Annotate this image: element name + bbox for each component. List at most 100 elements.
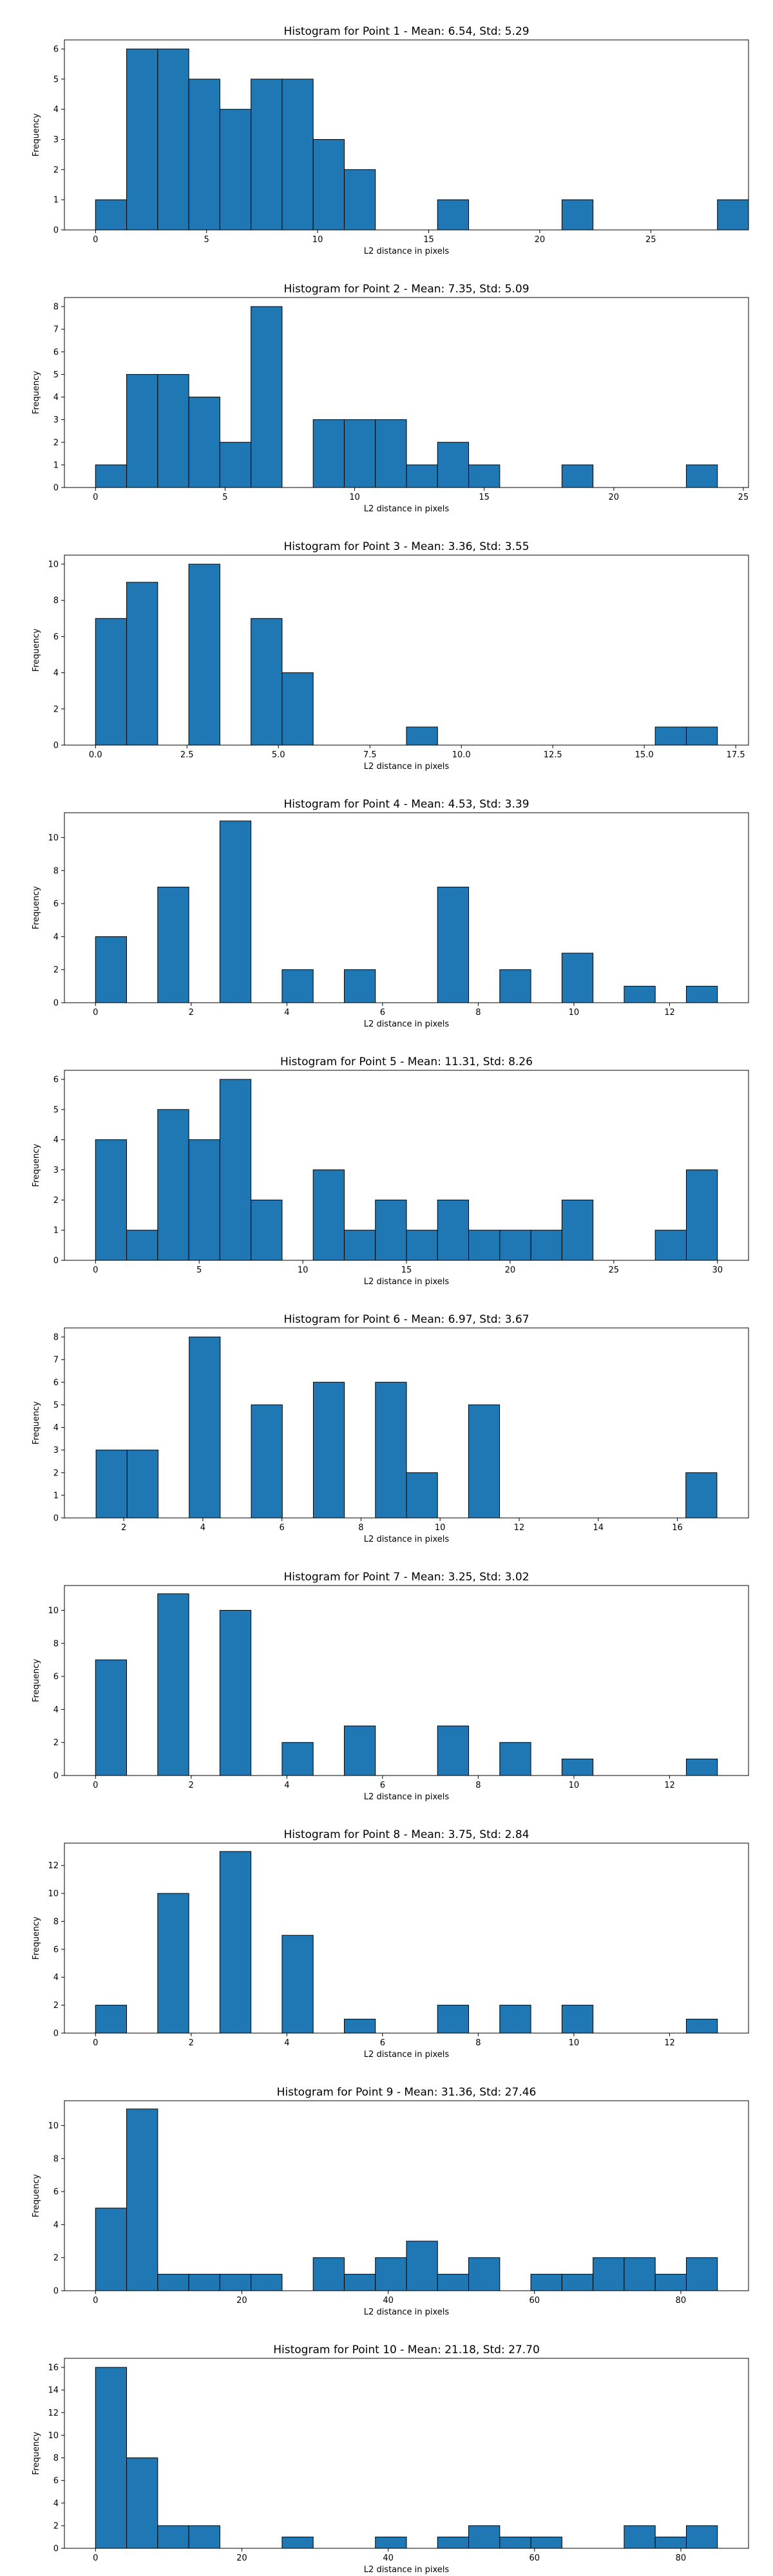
x-axis-label: L2 distance in pixels <box>364 2307 450 2317</box>
histogram-bar <box>251 1199 283 1261</box>
histogram-bar <box>188 2273 220 2291</box>
axes-frame <box>64 2358 749 2549</box>
x-axis-label: L2 distance in pixels <box>364 762 450 772</box>
x-tick-label: 4 <box>284 2038 289 2048</box>
histogram-bar <box>468 1229 501 1261</box>
histogram-bar <box>282 2536 314 2549</box>
y-tick-label: 6 <box>53 1945 59 1955</box>
histogram-bar <box>95 464 128 488</box>
y-tick-label: 4 <box>53 105 59 115</box>
x-tick-label: 0 <box>93 2038 98 2048</box>
axes-frame <box>64 2100 749 2291</box>
y-tick-label: 2 <box>53 1196 59 1206</box>
y-tick-label: 4 <box>53 1423 59 1433</box>
y-tick-label: 0 <box>53 1772 59 1781</box>
histogram-bar <box>312 419 345 488</box>
x-tick-label: 16 <box>672 1523 683 1533</box>
histogram-bar <box>685 2257 718 2291</box>
histogram-bar <box>406 1229 438 1261</box>
y-tick-label: 5 <box>53 370 59 380</box>
y-axis-label: Frequency <box>32 2174 41 2217</box>
x-tick-label: 0 <box>93 1781 98 1790</box>
y-tick-label: 14 <box>48 2386 59 2396</box>
histogram-bar <box>499 969 531 1003</box>
histogram-bar <box>624 2525 656 2549</box>
histogram-bar <box>188 79 220 231</box>
histogram-bar <box>406 726 438 746</box>
x-tick-label: 4 <box>284 1008 289 1018</box>
y-axis-label: Frequency <box>32 1401 41 1444</box>
y-tick-label: 6 <box>53 1075 59 1085</box>
y-tick-label: 6 <box>53 45 59 55</box>
histogram-bar <box>126 2108 158 2291</box>
histogram-bar <box>157 2525 189 2549</box>
y-tick-label: 0 <box>53 484 59 493</box>
histogram-bar <box>157 2273 189 2291</box>
x-tick-label: 8 <box>358 1523 363 1533</box>
x-axis-label: L2 distance in pixels <box>364 2050 450 2060</box>
y-tick-label: 4 <box>53 933 59 942</box>
x-tick-label: 2 <box>189 2038 194 2048</box>
histogram-bar <box>282 672 314 746</box>
histogram-bar <box>624 2257 656 2291</box>
histogram-bar <box>343 1229 376 1261</box>
histogram-bar <box>685 1758 718 1776</box>
y-tick-label: 7 <box>53 325 59 335</box>
histogram-bar <box>561 464 594 488</box>
x-tick-label: 10 <box>298 1265 309 1275</box>
histogram-bar <box>126 48 158 231</box>
histogram-bar <box>126 2458 158 2549</box>
x-tick-label: 12 <box>664 2038 675 2048</box>
histogram-bar <box>343 419 376 488</box>
histogram-bar <box>312 1170 345 1261</box>
y-tick-label: 4 <box>53 1705 59 1715</box>
histogram-bar <box>468 464 501 488</box>
x-tick-label: 10 <box>569 1008 580 1018</box>
x-tick-label: 0 <box>93 1265 98 1275</box>
histogram-bar <box>126 374 158 488</box>
x-tick-label: 6 <box>279 1523 284 1533</box>
histogram-bar <box>654 726 687 746</box>
y-tick-label: 2 <box>53 965 59 975</box>
x-tick-label: 8 <box>475 1781 481 1790</box>
x-tick-label: 2 <box>189 1781 194 1790</box>
x-tick-label: 10 <box>312 235 323 245</box>
histogram-bar <box>343 1725 376 1776</box>
y-tick-label: 0 <box>53 2287 59 2297</box>
y-tick-label: 3 <box>53 415 59 425</box>
x-axis-label: L2 distance in pixels <box>364 1277 450 1287</box>
histogram-bar <box>437 199 470 231</box>
histogram-bar <box>126 582 158 746</box>
y-tick-label: 0 <box>53 741 59 751</box>
y-axis-label: Frequency <box>32 1144 41 1187</box>
x-tick-label: 0 <box>93 1008 98 1018</box>
chart-title: Histogram for Point 6 - Mean: 6.97, Std:… <box>283 1313 529 1326</box>
histogram-bar <box>95 1139 128 1261</box>
histogram-bar <box>95 199 128 231</box>
y-tick-label: 3 <box>53 1166 59 1175</box>
axes-frame <box>64 1842 749 2034</box>
histogram-bar <box>157 1593 189 1776</box>
chart-title: Histogram for Point 9 - Mean: 31.36, Std… <box>277 2086 537 2099</box>
y-tick-label: 10 <box>48 833 59 843</box>
histogram-bar <box>499 1229 531 1261</box>
y-tick-label: 1 <box>53 196 59 205</box>
y-tick-label: 16 <box>48 2363 59 2373</box>
histogram-bar <box>282 969 314 1003</box>
y-tick-label: 10 <box>48 560 59 570</box>
x-tick-label: 40 <box>383 2296 394 2306</box>
histogram-bar <box>406 1472 438 1519</box>
histogram-bar <box>188 1139 220 1261</box>
y-tick-label: 2 <box>53 1738 59 1748</box>
x-tick-label: 20 <box>236 2553 247 2563</box>
histogram-bar <box>375 419 407 488</box>
histogram-bar <box>685 726 718 746</box>
histogram-bar <box>375 1381 407 1519</box>
histogram-bar <box>126 1450 158 1519</box>
histogram-bar <box>343 2273 376 2291</box>
x-tick-label: 0 <box>93 493 98 502</box>
histogram-bar <box>468 1404 501 1519</box>
y-tick-label: 8 <box>53 1917 59 1927</box>
x-tick-label: 5.0 <box>272 750 285 760</box>
histogram-bar <box>654 2273 687 2291</box>
